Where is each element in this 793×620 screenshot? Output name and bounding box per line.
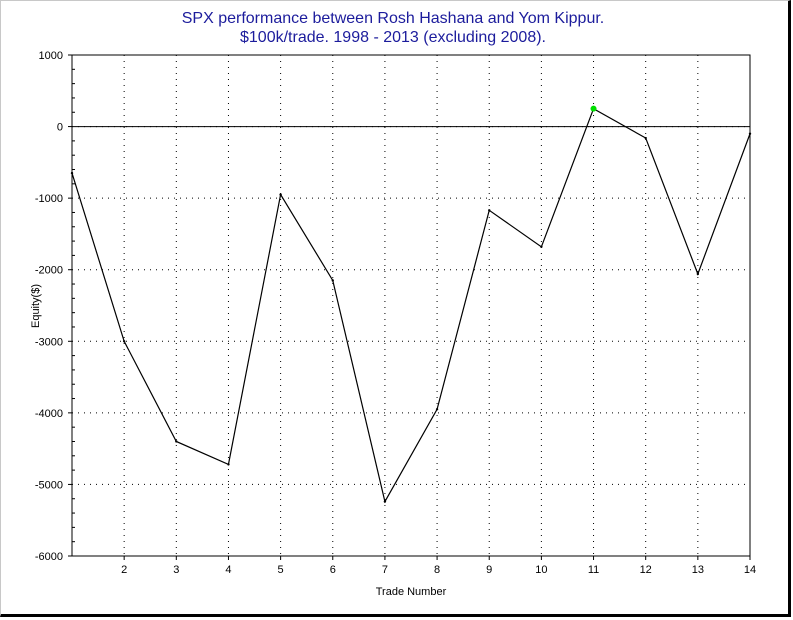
x-axis-ticks: 2 3 4 5 6 7 8 9 10 11 12 13 14 (121, 556, 756, 576)
y-tick-label: -2000 (35, 265, 63, 277)
plot-area-border (71, 54, 751, 557)
series-layer (70, 105, 752, 504)
x-tick-label: 12 (640, 564, 652, 576)
data-point (279, 193, 282, 196)
x-tick-label: 6 (330, 564, 336, 576)
y-tick-label: -5000 (35, 479, 63, 491)
data-point (175, 440, 178, 443)
data-point (331, 279, 334, 282)
y-axis-label: Equity($) (30, 284, 42, 328)
y-tick-label: -3000 (35, 336, 63, 348)
data-point (227, 463, 230, 466)
data-point (696, 272, 700, 276)
x-tick-label: 14 (744, 564, 756, 576)
data-point (540, 245, 543, 249)
y-tick-label: 1000 (39, 50, 63, 62)
y-axis-ticks: 1000 0 -1000 -2000 -3000 -4000 -5000 -6000 (35, 50, 75, 563)
y-tick-label: -4000 (35, 408, 63, 420)
peak-marker (590, 105, 597, 112)
data-point (383, 500, 387, 503)
grid-lines (72, 55, 750, 556)
x-tick-label: 11 (588, 564, 599, 576)
data-point (644, 136, 647, 140)
data-point (488, 209, 491, 212)
data-point (748, 132, 752, 135)
y-tick-label: -6000 (35, 551, 63, 563)
data-point (435, 408, 439, 411)
chart-title-line-2: $100k/trade. 1998 - 2013 (excluding 2008… (240, 29, 546, 46)
x-tick-label: 4 (225, 564, 231, 576)
x-tick-label: 2 (121, 564, 127, 576)
x-tick-label: 10 (535, 564, 547, 576)
y-tick-label: 0 (57, 122, 63, 134)
x-tick-label: 8 (434, 564, 440, 576)
data-point (122, 340, 126, 343)
x-tick-label: 3 (173, 564, 179, 576)
x-tick-label: 9 (486, 564, 492, 576)
chart-title-line-1: SPX performance between Rosh Hashana and… (182, 10, 605, 27)
equity-series-line (71, 107, 751, 504)
data-point (70, 171, 74, 175)
x-tick-label: 7 (382, 564, 388, 576)
x-tick-label: 13 (692, 564, 704, 576)
y-tick-label: -1000 (35, 193, 63, 205)
x-axis-label: Trade Number (376, 586, 447, 598)
x-tick-label: 5 (278, 564, 284, 576)
